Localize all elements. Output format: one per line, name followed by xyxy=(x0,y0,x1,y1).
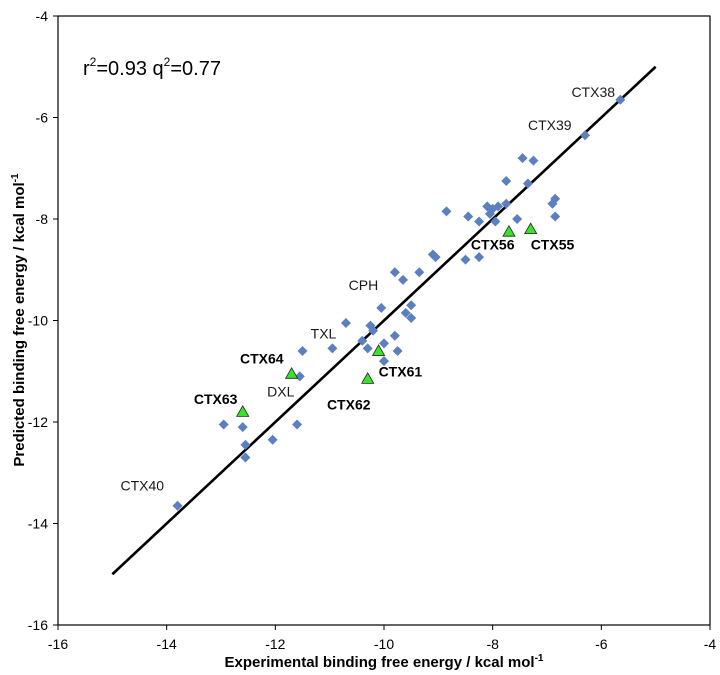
point-label: CTX64 xyxy=(240,351,284,367)
point-label: TXL xyxy=(311,325,337,341)
diamond-point xyxy=(379,356,389,367)
point-label: CTX61 xyxy=(379,363,423,379)
diamond-point xyxy=(414,267,425,278)
point-label: CTX38 xyxy=(571,84,615,100)
y-tick-label: -16 xyxy=(28,617,48,633)
diamond-point xyxy=(398,274,409,285)
point-label: CTX39 xyxy=(528,117,572,133)
x-tick-label: -16 xyxy=(48,636,68,652)
y-tick-label: -8 xyxy=(36,211,49,227)
x-tick-label: -4 xyxy=(704,636,717,652)
x-tick-label: -10 xyxy=(374,636,394,652)
regression-line xyxy=(111,65,657,576)
diamond-point xyxy=(357,335,368,346)
diamond-point xyxy=(340,318,351,329)
diamond-point xyxy=(389,267,400,278)
diamond-point xyxy=(550,211,561,222)
diamond-point xyxy=(172,500,183,511)
diamond-point xyxy=(406,312,417,323)
diamond-point xyxy=(368,325,379,336)
triangle-point xyxy=(371,344,386,356)
triangle-point xyxy=(284,366,299,379)
triangle-point xyxy=(361,372,375,384)
y-axis-ticks: -4 -6 -8 -10 -12 -14 -16 xyxy=(28,8,58,633)
point-label: CTX63 xyxy=(194,391,238,407)
diamond-point xyxy=(547,198,558,209)
triangle-point xyxy=(236,405,250,417)
diamond-point xyxy=(463,211,474,222)
diamond-point xyxy=(406,300,417,311)
diamond-point xyxy=(292,419,303,430)
diamond-point xyxy=(297,345,308,356)
point-label: CTX56 xyxy=(471,236,515,252)
diamond-point xyxy=(379,338,389,349)
diamond-point xyxy=(362,343,373,354)
point-label: DXL xyxy=(267,384,294,400)
diamond-point xyxy=(376,302,387,313)
diamond-point xyxy=(240,452,251,463)
diamond-point xyxy=(482,201,493,212)
diamond-point xyxy=(501,198,512,209)
diamond-point xyxy=(484,208,495,219)
diamond-point xyxy=(240,439,251,450)
diamond-point xyxy=(501,175,512,186)
diamond-point xyxy=(474,216,485,227)
x-tick-label: -6 xyxy=(595,636,608,652)
x-tick-label: -12 xyxy=(265,636,285,652)
y-tick-label: -4 xyxy=(36,8,49,24)
diamond-point xyxy=(512,214,523,224)
triangle-point xyxy=(502,224,516,237)
data-points xyxy=(172,94,626,511)
diamond-point xyxy=(460,254,471,265)
x-axis-title: Experimental binding free energy / kcal … xyxy=(225,653,544,671)
diamond-point xyxy=(237,422,248,433)
triangle-point xyxy=(524,222,538,235)
y-tick-label: -14 xyxy=(28,516,48,532)
y-tick-label: -10 xyxy=(28,313,48,329)
x-tick-label: -8 xyxy=(486,636,499,652)
diamond-point xyxy=(427,249,438,260)
x-axis-ticks: -16 -14 -12 -10 -8 -6 -4 xyxy=(48,625,717,652)
diamond-point xyxy=(490,216,501,227)
diamond-point xyxy=(474,252,485,263)
diamond-point xyxy=(267,434,278,445)
point-label: CPH xyxy=(349,277,379,293)
point-label: CTX55 xyxy=(531,236,575,252)
diamond-point xyxy=(389,330,400,341)
diamond-point xyxy=(327,343,338,354)
diamond-point xyxy=(615,94,626,105)
y-tick-label: -6 xyxy=(36,110,49,126)
y-tick-label: -12 xyxy=(28,414,48,430)
diamond-point xyxy=(528,155,539,166)
diamond-point xyxy=(294,371,305,382)
diamond-point xyxy=(400,307,411,318)
diamond-point xyxy=(218,419,229,430)
point-labels: CTX38 CTX39 CTX56 CTX55 CPH TXL CTX64 DXL CTX61 C… xyxy=(120,84,615,493)
diamond-point xyxy=(392,345,403,356)
point-label: CTX40 xyxy=(120,478,164,494)
x-tick-label: -14 xyxy=(157,636,177,652)
diamond-point xyxy=(517,153,528,164)
stats-annotation: r2=0.93 q2=0.77 xyxy=(83,55,221,80)
diamond-point xyxy=(580,130,591,141)
diamond-point xyxy=(441,206,452,217)
y-axis-title: Predicted binding free energy / kcal mol… xyxy=(10,173,28,467)
point-label: CTX62 xyxy=(327,396,371,412)
diamond-point xyxy=(522,178,533,189)
